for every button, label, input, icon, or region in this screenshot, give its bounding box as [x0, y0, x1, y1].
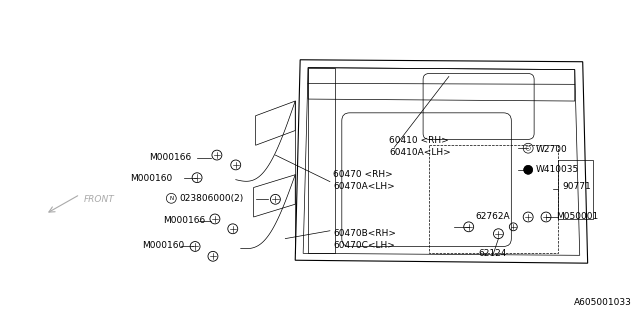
Text: 90771: 90771 — [563, 182, 591, 191]
Circle shape — [524, 166, 532, 174]
Text: W410035: W410035 — [536, 165, 579, 174]
Text: M050001: M050001 — [556, 212, 598, 221]
Text: 62762A: 62762A — [476, 212, 510, 221]
Text: W2700: W2700 — [536, 145, 568, 154]
Text: 60470B<RH>: 60470B<RH> — [333, 229, 396, 238]
Text: 60470C<LH>: 60470C<LH> — [333, 241, 395, 250]
Text: M000160: M000160 — [143, 241, 185, 250]
Text: M000160: M000160 — [130, 174, 172, 183]
Text: A605001033: A605001033 — [574, 298, 632, 308]
Text: N: N — [169, 196, 173, 201]
Text: 62124: 62124 — [479, 249, 507, 258]
Text: 60470A<LH>: 60470A<LH> — [333, 182, 395, 191]
Text: 60410A<LH>: 60410A<LH> — [389, 148, 451, 156]
Text: 60410 <RH>: 60410 <RH> — [389, 136, 449, 145]
Text: FRONT: FRONT — [84, 195, 115, 204]
Text: M000166: M000166 — [150, 153, 192, 162]
Text: 60470 <RH>: 60470 <RH> — [333, 170, 392, 179]
Text: M000166: M000166 — [163, 216, 205, 225]
Text: 023806000(2): 023806000(2) — [179, 194, 243, 203]
